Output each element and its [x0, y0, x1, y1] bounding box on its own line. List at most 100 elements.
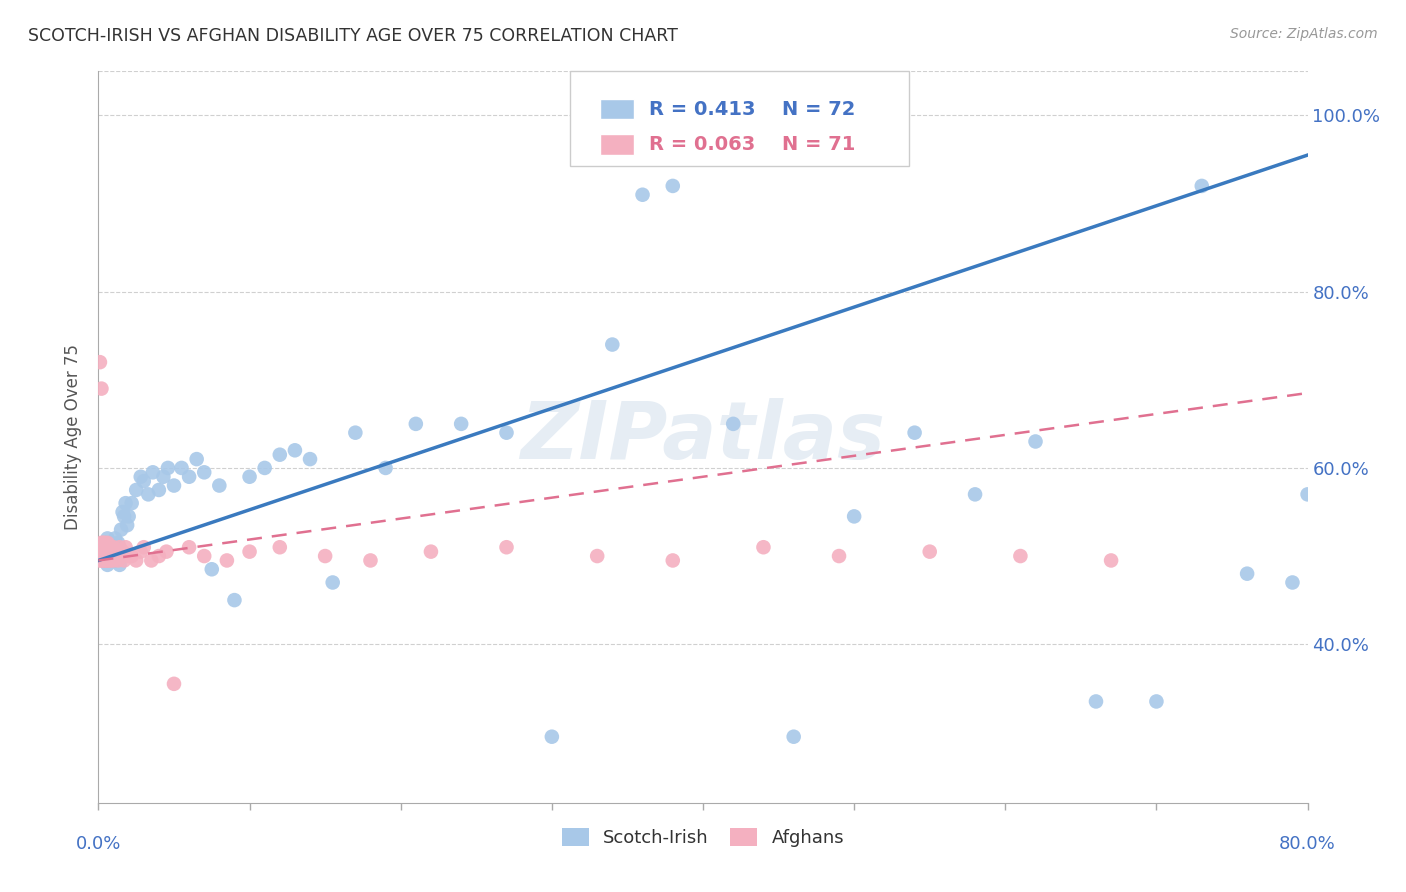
Point — [105, 544, 128, 558]
Point — [91, 536, 114, 550]
Point — [129, 544, 152, 558]
Point — [107, 553, 129, 567]
Point — [90, 553, 112, 567]
Point — [918, 544, 941, 558]
Point — [631, 187, 654, 202]
Point — [269, 448, 291, 462]
Point — [89, 540, 111, 554]
Point — [201, 562, 224, 576]
Point — [284, 443, 307, 458]
Point — [100, 553, 122, 567]
Point — [118, 509, 141, 524]
Point — [100, 540, 122, 554]
Point — [186, 452, 208, 467]
Point — [170, 461, 193, 475]
Point — [108, 558, 131, 572]
Point — [104, 553, 127, 567]
Point — [253, 461, 276, 475]
Point — [114, 540, 136, 554]
Point — [101, 544, 124, 558]
Point — [179, 469, 201, 483]
Point — [104, 532, 127, 546]
Point — [94, 540, 117, 554]
Point — [1236, 566, 1258, 581]
Point — [93, 540, 115, 554]
Point — [90, 536, 112, 550]
Point — [269, 540, 291, 554]
Point — [94, 553, 117, 567]
Point — [91, 544, 114, 558]
Point — [91, 540, 114, 554]
Point — [586, 549, 609, 563]
Point — [1085, 694, 1108, 708]
Point — [208, 478, 231, 492]
Point — [723, 417, 745, 431]
Point — [112, 509, 135, 524]
Point — [100, 536, 122, 550]
Point — [110, 523, 132, 537]
Point — [93, 553, 115, 567]
Point — [752, 540, 775, 554]
Point — [152, 469, 174, 483]
Point — [96, 558, 118, 572]
Point — [121, 496, 143, 510]
Point — [90, 382, 112, 396]
Point — [110, 549, 132, 563]
Point — [98, 544, 121, 558]
Point — [904, 425, 927, 440]
Text: N = 71: N = 71 — [782, 136, 855, 154]
Text: R = 0.413: R = 0.413 — [648, 100, 755, 119]
Point — [103, 540, 125, 554]
Text: Source: ZipAtlas.com: Source: ZipAtlas.com — [1230, 27, 1378, 41]
Text: 0.0%: 0.0% — [76, 835, 121, 853]
Point — [115, 518, 138, 533]
Text: R = 0.063: R = 0.063 — [648, 136, 755, 154]
Point — [450, 417, 472, 431]
Point — [132, 540, 155, 554]
Point — [107, 544, 129, 558]
Point — [148, 483, 170, 497]
Point — [163, 478, 186, 492]
Point — [224, 593, 246, 607]
Point — [101, 549, 124, 563]
Point — [89, 355, 111, 369]
Point — [141, 553, 163, 567]
Point — [155, 544, 177, 558]
Point — [103, 540, 125, 554]
FancyBboxPatch shape — [569, 71, 908, 167]
Point — [132, 474, 155, 488]
Point — [103, 549, 125, 563]
Point — [156, 461, 179, 475]
Point — [314, 549, 336, 563]
Point — [215, 553, 238, 567]
Point — [1191, 178, 1213, 193]
Point — [89, 553, 111, 567]
Point — [94, 544, 117, 558]
Point — [114, 496, 136, 510]
Point — [1099, 553, 1122, 567]
Point — [420, 544, 443, 558]
FancyBboxPatch shape — [600, 135, 634, 155]
Point — [495, 540, 517, 554]
Point — [111, 505, 134, 519]
Point — [93, 536, 115, 550]
Point — [193, 466, 215, 480]
Point — [1024, 434, 1046, 449]
Point — [90, 549, 112, 563]
Point — [148, 549, 170, 563]
Point — [828, 549, 851, 563]
Y-axis label: Disability Age Over 75: Disability Age Over 75 — [65, 344, 83, 530]
Point — [299, 452, 322, 467]
Point — [844, 509, 866, 524]
Point — [105, 540, 128, 554]
Point — [661, 178, 683, 193]
Point — [96, 532, 118, 546]
Point — [96, 549, 118, 563]
Point — [322, 575, 344, 590]
Point — [239, 544, 262, 558]
Point — [90, 549, 112, 563]
Point — [105, 549, 128, 563]
Point — [89, 544, 111, 558]
FancyBboxPatch shape — [600, 99, 634, 120]
Point — [94, 544, 117, 558]
